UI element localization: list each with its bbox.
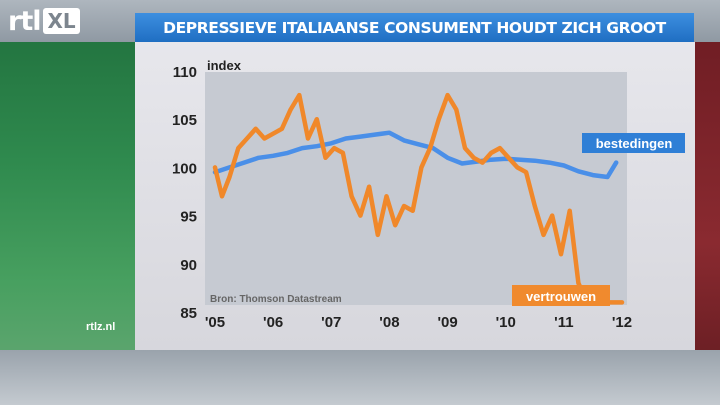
x-tick-label: '08 [379,314,399,331]
y-tick-label: 85 [180,305,197,322]
background-red-panel [695,0,720,405]
y-tick-label: 105 [172,112,197,129]
series-label-vertrouwen: vertrouwen [526,289,596,304]
background-green-panel [0,0,135,405]
series-label-bestedingen: bestedingen [596,136,673,151]
x-tick-label: '11 [554,314,573,331]
site-url: rtlz.nl [86,321,116,333]
y-tick-label: 110 [173,64,197,81]
logo-rtl-text: rtl [8,5,41,37]
bottom-bar [0,350,720,405]
x-tick-label: '09 [437,314,457,331]
y-tick-label: 90 [180,257,197,274]
y-axis-label: index [207,58,242,73]
source-label: Bron: Thomson Datastream [210,294,342,305]
y-tick-label: 95 [180,209,197,226]
x-tick-label: '05 [205,314,225,331]
x-tick-label: '06 [263,314,283,331]
series-line-vertrouwen [212,92,625,305]
y-tick-label: 100 [172,160,197,177]
title-bar: DEPRESSIEVE ITALIAANSE CONSUMENT HOUDT Z… [135,13,694,42]
rtl-xl-logo: rtl XL [8,5,80,37]
logo-xl-text: XL [43,8,80,34]
x-tick-label: '10 [496,314,516,331]
series-line-bestedingen [212,130,619,180]
x-tick-label: '07 [321,314,341,331]
series-label-bg-vertrouwen [512,285,610,306]
x-tick-label: '12 [612,314,632,331]
chart-title: DEPRESSIEVE ITALIAANSE CONSUMENT HOUDT Z… [163,18,666,37]
series-label-bg-bestedingen [582,133,685,153]
